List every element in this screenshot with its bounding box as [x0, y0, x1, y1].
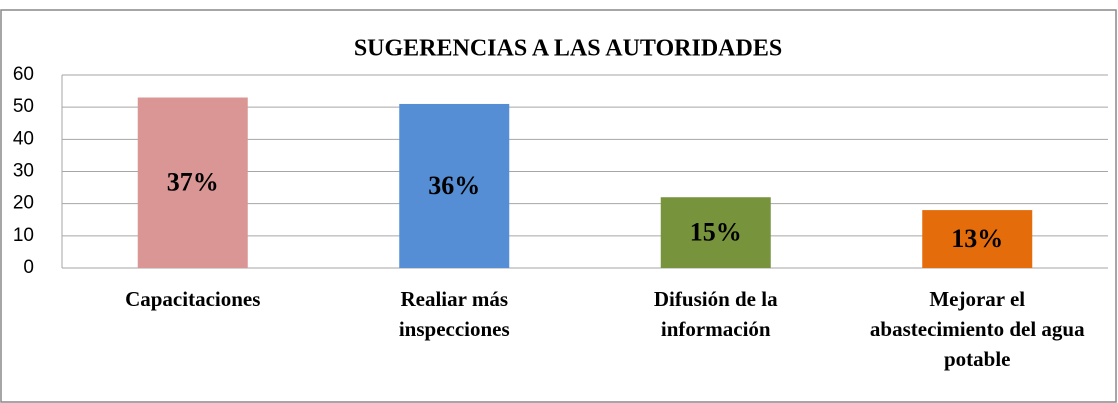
bar-label: 36%	[428, 171, 480, 200]
chart-border	[0, 9, 1117, 403]
x-tick-label: Difusión de la información	[653, 287, 778, 341]
y-tick-label: 10	[13, 225, 34, 246]
y-tick-label: 60	[13, 64, 34, 85]
y-tick-label: 0	[23, 257, 34, 278]
y-tick-label: 50	[13, 96, 34, 117]
y-tick-label: 40	[13, 128, 34, 149]
y-tick-label: 30	[13, 161, 34, 182]
x-tick-label: Realiar más inspecciones	[398, 287, 510, 341]
x-tick-label: Mejorar el abastecimiento del agua potab…	[869, 287, 1085, 371]
bar	[137, 97, 248, 269]
bar	[399, 103, 510, 268]
bar-label: 37%	[167, 168, 219, 197]
y-tick-label: 20	[13, 193, 34, 214]
chart-title: SUGERENCIAS A LAS AUTORIDADES	[354, 36, 782, 62]
bar	[660, 197, 771, 268]
bar-label: 15%	[690, 218, 742, 247]
x-tick-label: Capacitaciones	[125, 287, 261, 311]
bar	[922, 210, 1033, 268]
bar-label: 13%	[951, 224, 1003, 253]
